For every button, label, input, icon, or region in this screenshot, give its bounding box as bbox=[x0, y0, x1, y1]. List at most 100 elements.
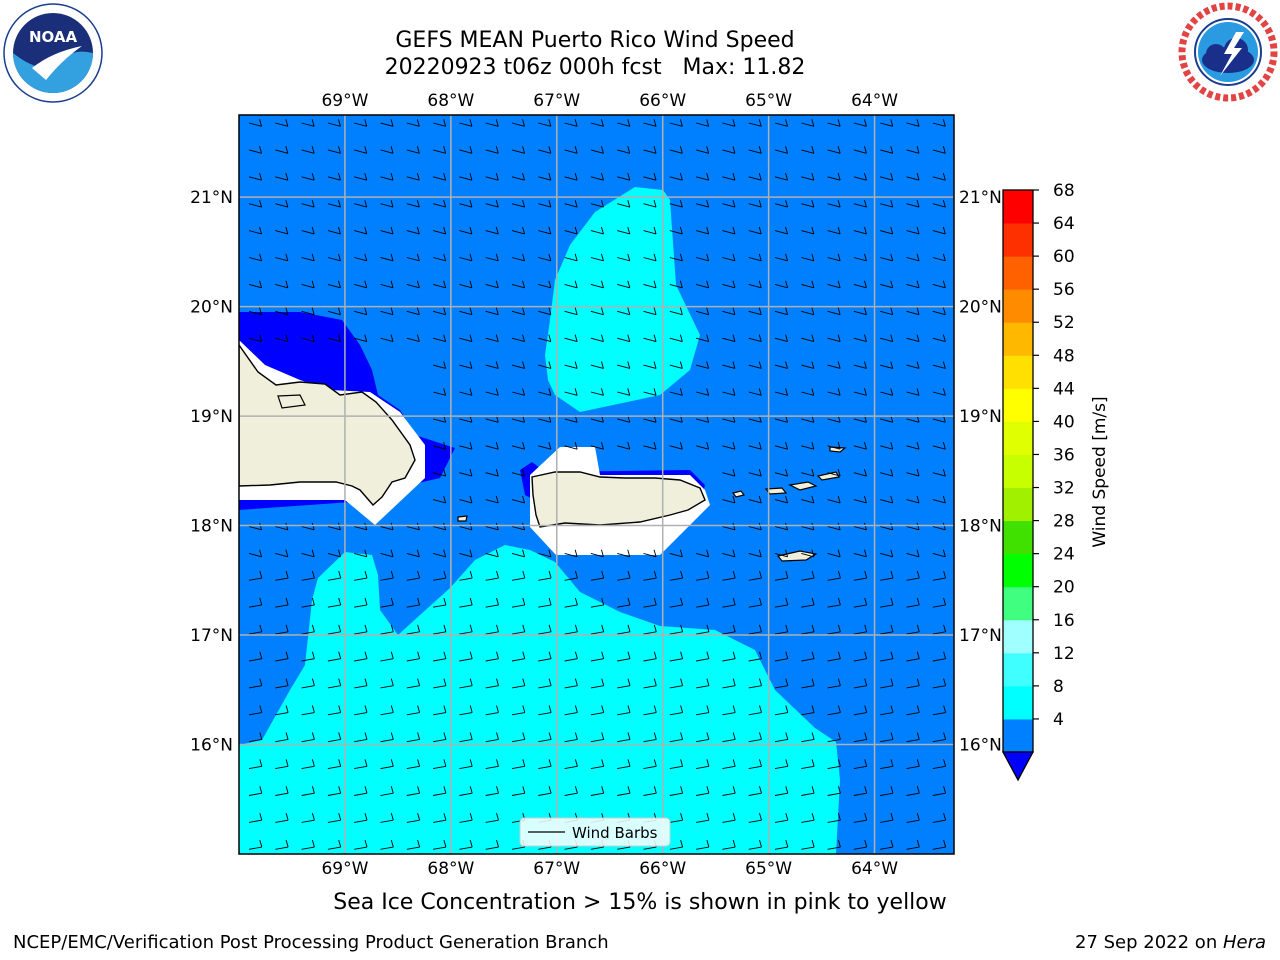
wind-barb bbox=[459, 597, 473, 608]
lat-label-left: 16°N bbox=[190, 736, 233, 756]
wind-barb bbox=[801, 786, 815, 796]
wind-barb bbox=[459, 549, 473, 558]
wind-barb bbox=[538, 549, 552, 558]
wind-barb bbox=[669, 786, 684, 796]
wind-barb bbox=[564, 442, 578, 450]
wind-barb bbox=[248, 678, 263, 689]
wind-barb bbox=[827, 119, 841, 127]
wind-barb bbox=[564, 388, 578, 396]
wind-barb bbox=[380, 280, 394, 289]
wind-barb bbox=[959, 388, 972, 395]
wind-barb bbox=[748, 813, 762, 823]
wind-barb bbox=[459, 280, 473, 289]
wind-barb bbox=[511, 173, 525, 181]
wind-barb bbox=[801, 146, 815, 154]
wind-barb bbox=[827, 442, 841, 450]
wind-barb bbox=[801, 119, 815, 127]
wind-barb bbox=[301, 732, 315, 743]
wind-barb bbox=[880, 307, 894, 316]
wind-barb bbox=[643, 570, 657, 581]
wind-barb bbox=[669, 839, 684, 850]
wind-barb bbox=[932, 307, 946, 316]
wind-barb bbox=[485, 253, 499, 262]
wind-barb bbox=[880, 468, 894, 477]
wind-barb bbox=[774, 732, 789, 743]
wind-barb bbox=[827, 468, 841, 477]
wind-barb bbox=[327, 624, 342, 635]
wind-barb bbox=[248, 522, 262, 531]
wind-barb bbox=[959, 254, 972, 261]
wind-barb bbox=[275, 334, 289, 342]
wind-barb bbox=[880, 570, 894, 581]
wind-barb bbox=[932, 199, 946, 208]
wind-barb bbox=[248, 334, 262, 342]
wind-barb bbox=[406, 199, 420, 208]
wind-barb bbox=[774, 786, 789, 796]
wind-barb bbox=[932, 119, 946, 127]
wind-barb bbox=[748, 597, 762, 608]
footer-machine: Hera bbox=[1222, 932, 1266, 953]
wind-barb bbox=[432, 173, 447, 181]
wind-barb bbox=[906, 388, 920, 396]
wind-barb bbox=[327, 651, 342, 662]
wind-barb bbox=[722, 334, 736, 342]
wind-barb bbox=[485, 388, 499, 396]
wind-barb bbox=[643, 442, 657, 450]
wind-barb bbox=[459, 570, 473, 581]
wind-barb bbox=[617, 786, 631, 796]
wind-barb bbox=[643, 334, 657, 342]
wind-barb bbox=[406, 226, 420, 235]
wind-barb bbox=[932, 334, 946, 342]
wind-barb bbox=[801, 307, 815, 316]
wind-barb bbox=[538, 253, 552, 262]
wind-barb bbox=[459, 732, 473, 743]
wind-barb bbox=[590, 146, 604, 154]
wind-barb bbox=[301, 759, 315, 770]
wind-barb bbox=[354, 570, 368, 581]
wind-barb bbox=[432, 334, 447, 342]
wind-barb bbox=[380, 624, 394, 635]
lon-label-top: 65°W bbox=[745, 91, 792, 111]
wind-barb bbox=[301, 624, 315, 635]
wind-barb bbox=[695, 253, 710, 262]
wind-barb bbox=[959, 119, 972, 126]
wind-barb bbox=[880, 522, 894, 531]
wind-barb bbox=[801, 678, 815, 689]
wind-barb bbox=[669, 624, 684, 635]
wind-barb bbox=[433, 570, 447, 581]
wind-barb bbox=[880, 173, 894, 181]
wind-barb bbox=[485, 813, 499, 823]
wind-barb bbox=[880, 597, 894, 608]
wind-barb bbox=[932, 495, 946, 504]
wind-barb bbox=[906, 361, 920, 369]
wind-barb bbox=[590, 173, 604, 181]
wind-barb bbox=[959, 759, 972, 768]
wind-barb bbox=[485, 705, 499, 716]
wind-barb bbox=[722, 759, 736, 770]
wind-barb bbox=[906, 759, 920, 770]
wind-barb bbox=[643, 199, 657, 208]
wind-barb bbox=[880, 361, 894, 369]
wind-barb bbox=[801, 173, 815, 181]
colorbar-bin bbox=[1003, 289, 1033, 323]
wind-barb bbox=[695, 307, 710, 316]
wind-barb bbox=[275, 119, 289, 127]
wind-barb bbox=[643, 173, 657, 181]
wind-barb bbox=[354, 651, 368, 662]
wind-barb bbox=[354, 173, 368, 181]
wind-barb bbox=[695, 549, 710, 558]
wind-barb bbox=[617, 173, 631, 181]
map-area bbox=[239, 115, 972, 854]
wind-barb bbox=[722, 468, 736, 477]
wind-barb bbox=[880, 651, 894, 662]
wind-barb bbox=[248, 651, 263, 662]
wind-barb bbox=[827, 495, 841, 504]
wind-barb bbox=[774, 307, 788, 316]
wind-barb bbox=[827, 280, 841, 289]
wind-barb bbox=[459, 119, 473, 127]
wind-barb bbox=[774, 173, 788, 181]
wind-barb bbox=[538, 597, 552, 608]
wind-barb bbox=[485, 199, 499, 208]
wind-barb bbox=[853, 173, 867, 181]
wind-barb bbox=[248, 173, 262, 181]
